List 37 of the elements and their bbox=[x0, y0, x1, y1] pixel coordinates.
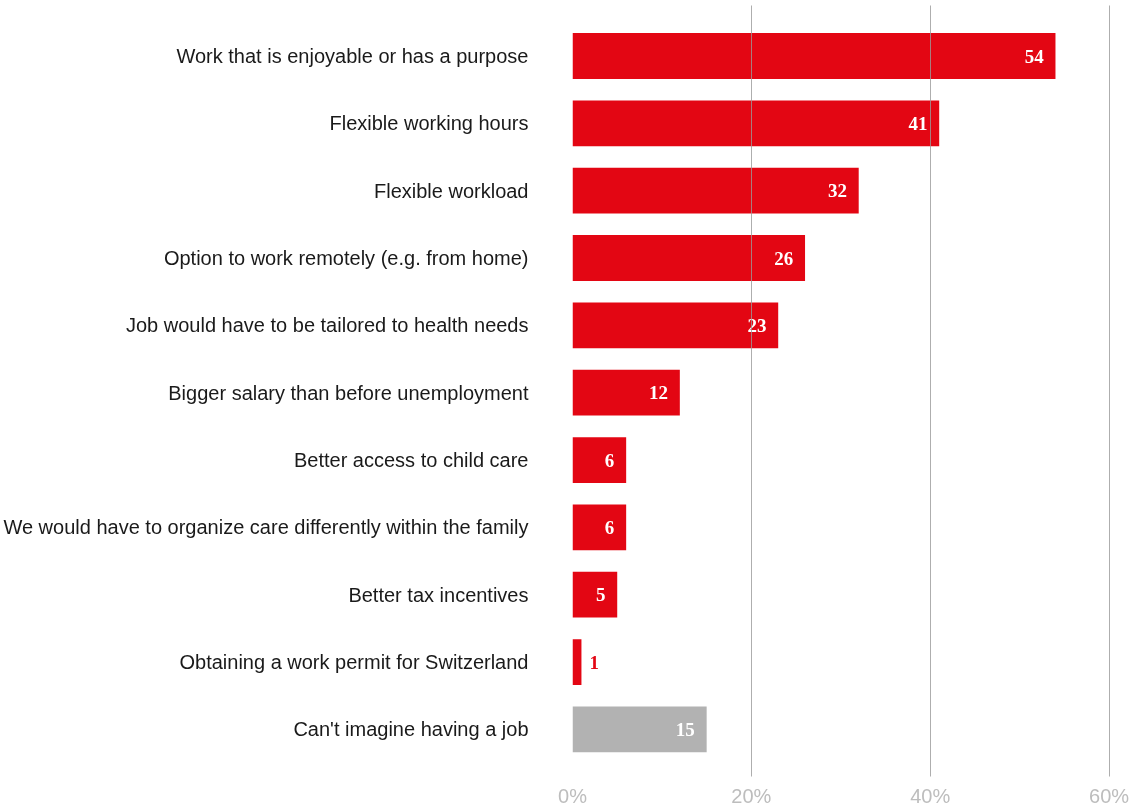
y-tick-label: Flexible workload bbox=[373, 179, 529, 202]
data-label: 1 bbox=[589, 651, 599, 673]
y-tick-label: Job would have to be tailored to health needs bbox=[125, 314, 529, 337]
y-tick-label: Work that is enjoyable or has a purpose bbox=[176, 45, 529, 67]
bar bbox=[572, 571, 618, 618]
y-tick-label: We would have to organize care differently within the family bbox=[3, 516, 529, 539]
data-label: 12 bbox=[649, 382, 669, 404]
y-tick-label: Can't imagine having a job bbox=[293, 718, 529, 741]
data-label: 23 bbox=[747, 314, 767, 336]
y-tick-label: Flexible working hours bbox=[329, 112, 529, 135]
y-tick-label: Obtaining a work permit for Switzerland bbox=[179, 651, 529, 674]
y-tick-label: Option to work remotely (e.g. from home) bbox=[163, 247, 529, 270]
bar bbox=[572, 369, 680, 416]
bar bbox=[572, 235, 806, 281]
data-label: 15 bbox=[675, 718, 695, 740]
data-label: 54 bbox=[1024, 45, 1045, 67]
bar bbox=[572, 100, 940, 147]
data-label: 41 bbox=[908, 112, 928, 134]
x-tick-label: 0% bbox=[558, 784, 588, 807]
x-tick-label: 20% bbox=[731, 784, 772, 807]
bar bbox=[572, 706, 707, 753]
data-label: 32 bbox=[827, 180, 847, 202]
data-label: 5 bbox=[595, 584, 606, 606]
y-tick-label: Better tax incentives bbox=[348, 583, 529, 606]
y-tick-label: Better access to child care bbox=[293, 449, 529, 472]
data-label: 6 bbox=[604, 449, 615, 471]
data-label: 26 bbox=[774, 247, 794, 269]
x-tick-label: 40% bbox=[910, 784, 951, 807]
bar bbox=[572, 302, 779, 349]
data-label: 6 bbox=[604, 516, 615, 538]
bar bbox=[572, 639, 582, 685]
bar bbox=[572, 167, 859, 214]
bar bbox=[572, 33, 1056, 79]
x-tick-label: 60% bbox=[1089, 784, 1130, 807]
y-tick-label: Bigger salary than before unemployment bbox=[168, 381, 529, 404]
bar bbox=[572, 437, 627, 483]
bar bbox=[572, 504, 627, 551]
